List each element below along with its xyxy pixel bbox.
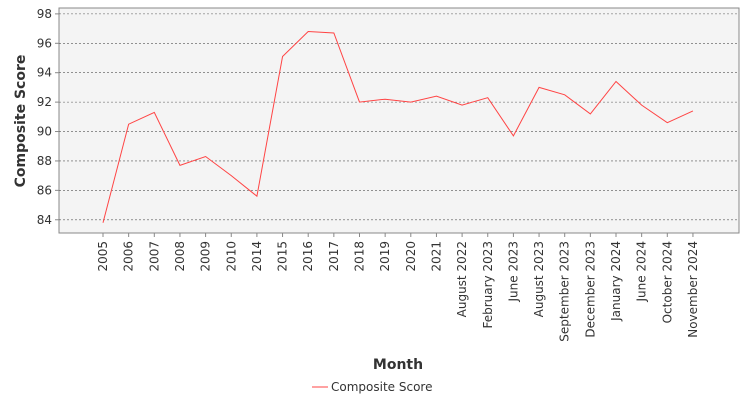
legend-label: Composite Score <box>331 380 432 394</box>
x-tick-label: 2005 <box>96 241 110 272</box>
y-tick-label: 98 <box>37 7 52 21</box>
x-tick-label: December 2023 <box>583 241 597 338</box>
x-tick-label: June 2023 <box>506 241 520 303</box>
x-axis-title: Month <box>373 357 423 373</box>
y-tick-label: 88 <box>37 154 52 168</box>
y-tick-label: 86 <box>37 183 52 197</box>
y-tick-label: 96 <box>37 36 52 50</box>
x-tick-label: 2020 <box>404 241 418 272</box>
gridlines <box>59 13 739 221</box>
x-tick-label: 2009 <box>199 241 213 272</box>
x-tick-label: 2016 <box>301 241 315 272</box>
y-tick-label: 92 <box>37 95 52 109</box>
y-axis: 84 86 88 90 92 94 96 98 <box>37 7 59 227</box>
x-tick-label: 2018 <box>353 241 367 272</box>
x-tick-label: 2006 <box>122 241 136 272</box>
x-tick-label: 2015 <box>276 241 290 272</box>
x-tick-label: October 2024 <box>660 241 674 323</box>
x-tick-label: 2014 <box>250 241 264 272</box>
x-tick-label: February 2023 <box>481 241 495 329</box>
x-tick-label: January 2024 <box>609 241 623 322</box>
x-tick-label: 2010 <box>224 241 238 272</box>
x-tick-label: 2007 <box>147 241 161 272</box>
x-tick-label: 2021 <box>429 241 443 272</box>
x-tick-label: August 2022 <box>455 241 469 317</box>
plot-area <box>58 7 740 234</box>
legend: Composite Score <box>312 380 432 394</box>
y-tick-label: 84 <box>37 213 52 227</box>
y-axis-title: Composite Score <box>13 55 29 188</box>
x-tick-label: 2019 <box>378 241 392 272</box>
x-tick-label: November 2024 <box>686 241 700 338</box>
x-tick-label: June 2024 <box>635 241 649 303</box>
x-tick-label: August 2023 <box>532 241 546 317</box>
y-tick-label: 90 <box>37 125 52 139</box>
x-tick-label: 2017 <box>327 241 341 272</box>
y-tick-label: 94 <box>37 66 52 80</box>
x-tick-label: 2008 <box>173 241 187 272</box>
x-axis: 2005 2006 2007 2008 2009 2010 2014 2015 2016 2017… <box>96 233 700 342</box>
x-tick-label: September 2023 <box>558 241 572 342</box>
series-line-composite-score <box>102 30 694 223</box>
